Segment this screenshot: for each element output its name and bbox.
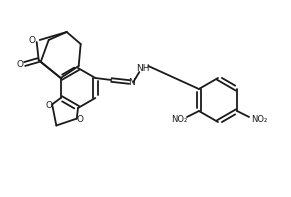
- Text: NO₂: NO₂: [251, 114, 267, 124]
- Text: NH: NH: [136, 63, 150, 72]
- Text: O: O: [28, 35, 35, 45]
- Text: N: N: [128, 77, 135, 86]
- Text: O: O: [16, 59, 23, 69]
- Text: O: O: [76, 115, 83, 124]
- Text: NO₂: NO₂: [171, 114, 187, 124]
- Text: O: O: [46, 101, 53, 110]
